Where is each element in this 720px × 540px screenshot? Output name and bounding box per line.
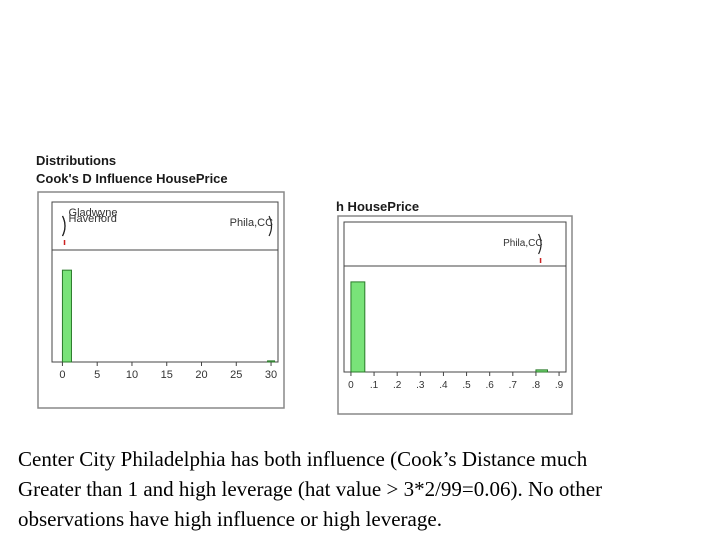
chart-outer-frame — [37, 191, 285, 409]
histogram-bar — [350, 281, 366, 373]
cooks-d-chart-title: Cook's D Influence HousePrice — [36, 171, 228, 186]
x-tick-label: .3 — [416, 380, 425, 391]
histogram-frame — [51, 249, 279, 363]
histogram-bar — [267, 360, 276, 363]
histogram-bar — [535, 369, 548, 373]
x-tick-label: 20 — [195, 369, 207, 381]
hat-value-chart-title: h HousePrice — [336, 199, 420, 214]
histogram-bar — [61, 269, 72, 363]
x-tick-label: .1 — [370, 380, 379, 391]
x-tick-label: 15 — [161, 369, 173, 381]
caption-line-2: Greater than 1 and high leverage (hat va… — [18, 477, 603, 501]
caption-text: Center City Philadelphia has both influe… — [18, 444, 708, 534]
outlier-label: Gladwyne — [69, 207, 118, 219]
x-tick-label: 5 — [94, 369, 100, 381]
outlier-label: Haverford — [69, 213, 117, 225]
x-tick-label: 0 — [59, 369, 65, 381]
histogram-frame — [343, 265, 567, 373]
caption-line-3: observations have high influence or high… — [18, 507, 442, 531]
hat-value-panel: 0 .1 .2 .3 .4 .5 .6 .7 .8 .9 Phila,CC — [336, 214, 574, 416]
outlier-marker — [538, 233, 542, 255]
x-tick-label: .2 — [393, 380, 402, 391]
distributions-heading: Distributions — [36, 153, 117, 168]
x-tick-label: .9 — [555, 380, 564, 391]
x-tick-label: 25 — [230, 369, 242, 381]
outlier-marker — [61, 215, 66, 237]
x-tick-label: 0 — [348, 380, 354, 391]
hat-value-histogram: 0 .1 .2 .3 .4 .5 .6 .7 .8 .9 Phila,CC — [337, 215, 573, 415]
x-tick-label: 10 — [126, 369, 138, 381]
x-tick-label: .6 — [486, 380, 495, 391]
x-tick-label: .4 — [439, 380, 448, 391]
x-tick-label: 30 — [265, 369, 277, 381]
chart-outer-frame — [337, 215, 573, 415]
x-tick-label: .7 — [509, 380, 518, 391]
x-tick-label: .5 — [462, 380, 471, 391]
cooks-d-panel: 0 5 10 15 20 25 30 Gladwyne Haverford Phila,CC — [36, 190, 286, 410]
outlier-marker — [268, 215, 273, 237]
caption-line-1: Center City Philadelphia has both influe… — [18, 447, 588, 471]
outlier-label: Phila,CC — [503, 238, 542, 249]
x-tick-label: .8 — [532, 380, 541, 391]
outlier-label: Phila,CC — [230, 217, 273, 229]
